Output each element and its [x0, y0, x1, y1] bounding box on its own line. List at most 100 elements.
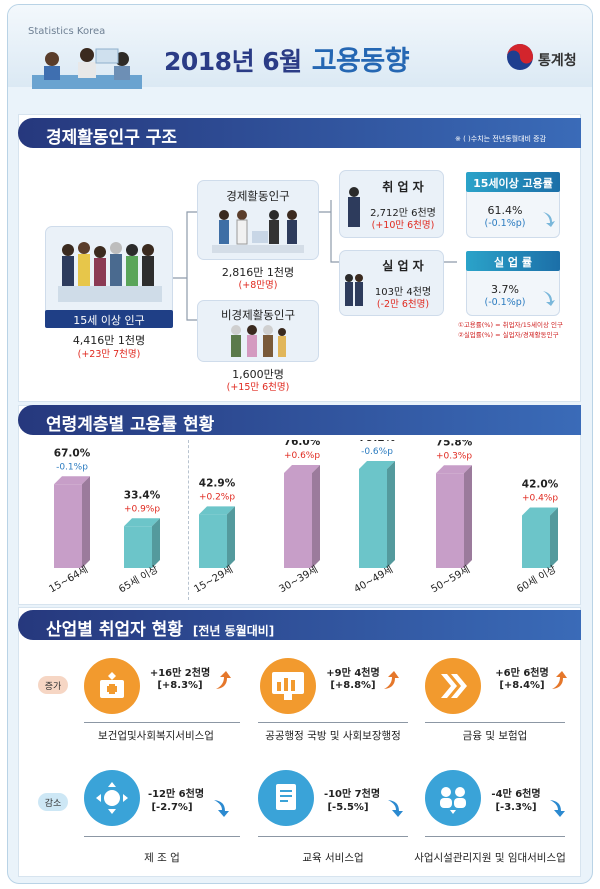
bar-top: [284, 465, 320, 473]
non-econ-label: 비경제활동인구: [220, 308, 296, 322]
arrow-down-icon: [388, 800, 403, 817]
employment-rate-value: 61.4%: [487, 204, 523, 217]
employment-rate-box: [466, 186, 560, 238]
unemployment-rate-box: [466, 264, 560, 316]
category-label: 15~29세: [192, 563, 235, 595]
bar-change-label: +0.4%p: [522, 494, 558, 504]
arrow-down-icon: [543, 212, 555, 227]
bar: [54, 484, 82, 568]
bar-side: [152, 518, 160, 568]
education-icon: [276, 784, 296, 810]
divider: [425, 836, 565, 837]
business-support-icon: [440, 787, 466, 814]
arrow-up-icon: [216, 671, 231, 689]
bar: [124, 526, 152, 568]
workers-icon: [212, 210, 304, 253]
category-label: 65세 이상: [117, 563, 161, 595]
people-illustration-icon: [32, 48, 142, 89]
category-label: 30~39세: [277, 563, 320, 595]
bar-value-label: 79.2%: [359, 440, 396, 444]
econ-active-change: (+8만명): [238, 280, 278, 291]
public-admin-icon: [272, 672, 304, 700]
manufacturing-pct: [-2.7%]: [151, 802, 193, 813]
chart-divider: [188, 440, 189, 600]
bar: [284, 473, 312, 568]
taegeuk-logo-icon: [507, 44, 533, 70]
bar: [199, 514, 227, 568]
bar: [522, 515, 550, 568]
section3-panel: [18, 607, 581, 877]
employed-label: 취 업 자: [382, 180, 424, 194]
bar: [359, 469, 387, 568]
category-label: 60세 이상: [515, 563, 559, 595]
health-welfare-pct: [+8.3%]: [157, 680, 203, 691]
employee-icon: [348, 187, 360, 227]
bar-value-label: 33.4%: [124, 489, 161, 501]
education-pct: [-5.5%]: [327, 802, 369, 813]
divider: [84, 836, 240, 837]
unemployed-value: 103만 4천명: [374, 287, 432, 298]
unemployed-label: 실 업 자: [382, 259, 424, 273]
divider: [258, 836, 408, 837]
bar-value-label: 42.0%: [522, 479, 559, 491]
tree-connectors: [173, 200, 457, 321]
elderly-icon: [231, 325, 286, 357]
population-label: 15세 이상 인구: [45, 310, 173, 328]
bar-top: [54, 476, 90, 485]
section1-note: ※ ( )수치는 전년동월대비 증감: [455, 135, 547, 143]
unemployed-change: (-2만 6천명): [376, 299, 430, 310]
page-title: 2018년 6월 고용동향: [164, 46, 410, 77]
logo-text: 통계청: [538, 53, 577, 69]
finance-label: 금융 및 보험업: [462, 730, 528, 742]
employed-value: 2,712만 6천명: [370, 208, 436, 219]
increase-tag: 증가: [38, 676, 68, 694]
decrease-tag: 감소: [38, 793, 68, 811]
bar-change-label: +0.2%p: [199, 492, 235, 502]
business-support-value: -4만 6천명: [491, 789, 541, 800]
bar-value-label: 67.0%: [54, 447, 91, 459]
bar-value-label: 42.9%: [199, 477, 236, 489]
bar-top: [359, 461, 395, 469]
bar-side: [550, 507, 558, 568]
unemployment-rate-label: 실 업 률: [466, 251, 560, 271]
employment-rate-label: 15세이상 고용률: [466, 172, 560, 192]
divider: [84, 722, 240, 723]
business-support-icon: [425, 770, 481, 826]
divider: [258, 722, 408, 723]
job-seekers-icon: [345, 274, 363, 306]
category-label: 50~59세: [429, 563, 472, 595]
age-employment-chart: 67.0% -0.1%p 15~64세 33.4% +0.9%p 65세 이상 42.9% +…: [47, 440, 559, 595]
bar-value-label: 76.0%: [284, 440, 321, 448]
formula-employment-rate: ①고용률(%) = 취업자/15세이상 인구: [458, 321, 563, 329]
formula-unemployment-rate: ②실업률(%) = 실업자/경제활동인구: [458, 331, 559, 339]
non-econ-box: [197, 300, 319, 362]
manufacturing-label: 제 조 업: [144, 852, 180, 864]
bar-change-label: +0.6%p: [284, 451, 320, 461]
education-value: -10만 7천명: [323, 789, 381, 800]
bar-change-label: +0.3%p: [436, 451, 472, 461]
unemployment-rate-value: 3.7%: [491, 283, 519, 296]
bar: [436, 473, 464, 568]
org-small-label: Statistics Korea: [28, 26, 106, 37]
arrow-up-icon: [552, 671, 567, 689]
manufacturing-value: -12만 6천명: [147, 789, 205, 800]
bar-top: [436, 465, 472, 474]
non-econ-value: 1,600만명: [232, 368, 284, 381]
bar-top: [522, 507, 558, 516]
bar-change-label: +0.9%p: [124, 504, 160, 514]
section1-title: 경제활동인구 구조: [18, 118, 581, 148]
header: Statistics Korea 2018년 6월 고용동향 통계청: [8, 5, 592, 89]
category-label: 15~64세: [47, 563, 90, 595]
finance-pct: [+8.4%]: [499, 680, 545, 691]
crowd-icon: [58, 242, 162, 302]
econ-active-value: 2,816만 1천명: [221, 266, 295, 279]
bar-value-label: 75.8%: [436, 440, 473, 448]
arrow-up-icon: [384, 671, 399, 689]
education-label: 교육 서비스업: [302, 852, 364, 864]
divider: [425, 722, 565, 723]
finance-icon: [441, 674, 467, 698]
bar-change-label: -0.6%p: [361, 447, 393, 457]
bar-change-label: -0.1%p: [56, 462, 88, 472]
population-change: (+23만 7천명): [77, 349, 141, 360]
bar-top: [199, 506, 235, 515]
